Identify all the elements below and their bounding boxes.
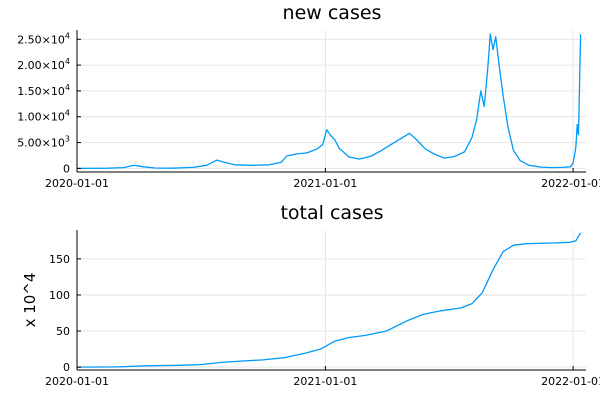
new-cases-x-ticks: 2020-01-01 2021-01-01 2022-01-01 bbox=[45, 168, 600, 190]
new-cases-y-tick-label: 1.50×104 bbox=[17, 83, 70, 98]
total-cases-y-tick-label: 150 bbox=[49, 253, 70, 266]
total-cases-y-ticks: 0 50 100 150 bbox=[49, 253, 81, 374]
total-cases-y-tick-label: 0 bbox=[63, 361, 70, 374]
new-cases-y-tick-label: 0 bbox=[63, 162, 70, 175]
new-cases-series-line bbox=[76, 33, 582, 170]
total-cases-y-tick-label: 100 bbox=[49, 289, 70, 302]
new-cases-y-tick-label: 1.00×104 bbox=[17, 109, 70, 124]
new-cases-x-tick-label: 2022-01-01 bbox=[541, 177, 600, 190]
total-cases-x-tick-label: 2021-01-01 bbox=[293, 375, 357, 388]
total-cases-x-tick-label: 2020-01-01 bbox=[45, 375, 109, 388]
new-cases-title: new cases bbox=[283, 2, 382, 24]
total-cases-gridlines bbox=[76, 230, 586, 370]
total-cases-y-label: x 10^4 bbox=[21, 273, 39, 328]
total-cases-x-tick-label: 2022-01-01 bbox=[541, 375, 600, 388]
new-cases-x-tick-label: 2021-01-01 bbox=[293, 177, 357, 190]
new-cases-y-ticks: 0 5.00×103 1.00×104 1.50×104 2.00×104 2.50×10… bbox=[17, 31, 81, 175]
new-cases-y-tick-label: 2.00×104 bbox=[17, 57, 70, 72]
new-cases-y-tick-label: 5.00×103 bbox=[17, 135, 70, 150]
total-cases-title: total cases bbox=[280, 202, 383, 224]
new-cases-x-tick-label: 2020-01-01 bbox=[45, 177, 109, 190]
new-cases-panel: new cases 0 5.00×103 1.00×104 1.50×104 2.00×… bbox=[17, 2, 600, 190]
total-cases-x-ticks: 2020-01-01 2021-01-01 2022-01-01 bbox=[45, 366, 600, 388]
new-cases-y-tick-label: 2.50×104 bbox=[17, 31, 70, 46]
total-cases-y-tick-label: 50 bbox=[56, 325, 70, 338]
total-cases-series-line bbox=[76, 232, 582, 368]
new-cases-gridlines bbox=[76, 30, 586, 172]
